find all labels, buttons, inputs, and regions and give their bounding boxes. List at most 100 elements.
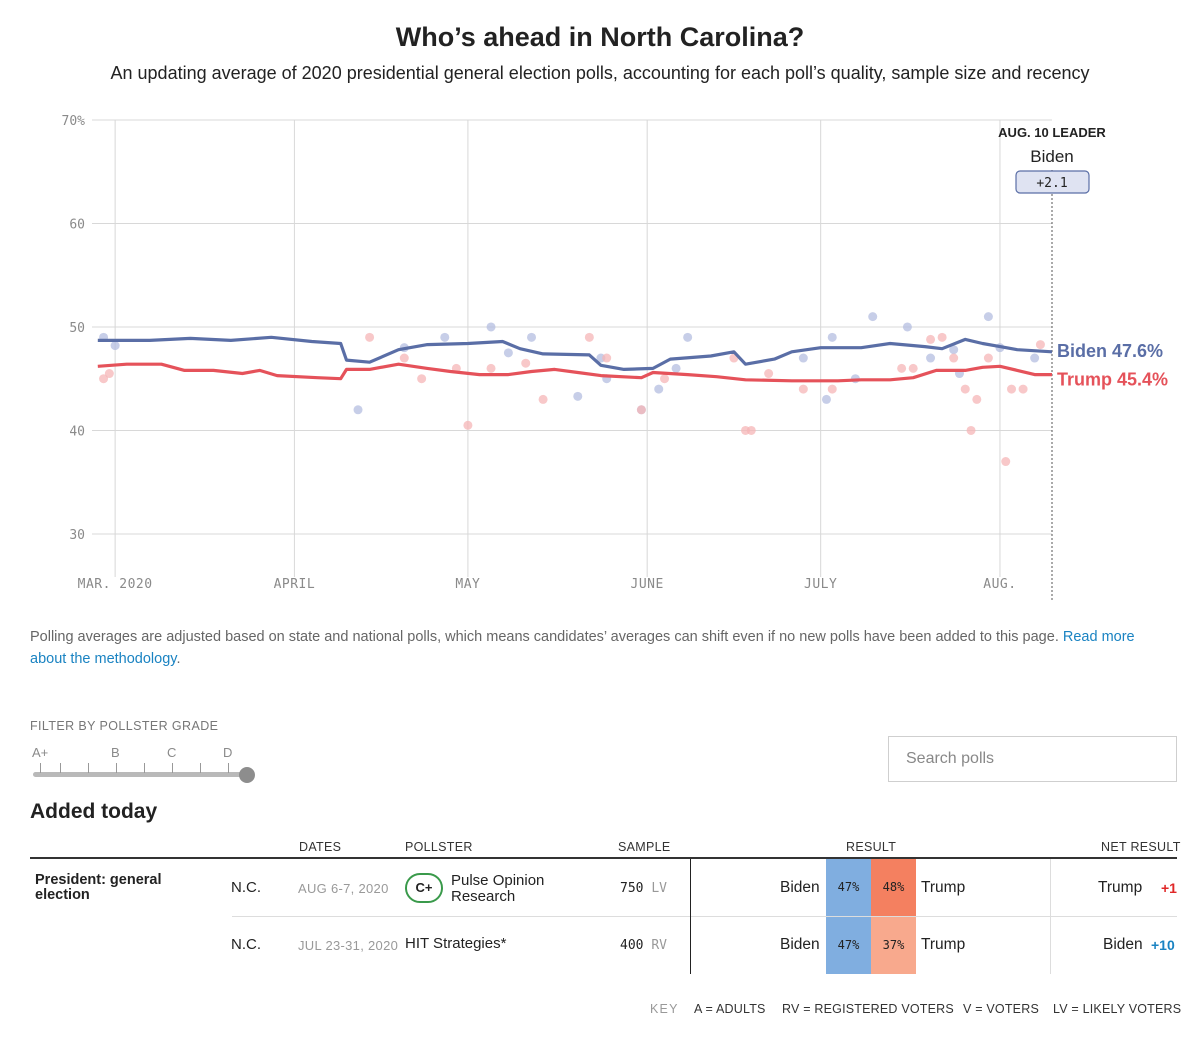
grade-label-a-plus: A+ [32,745,49,760]
biden-poll-dot [827,332,837,342]
search-polls-input[interactable] [888,736,1177,782]
x-tick-label: APRIL [274,577,316,592]
dates-column-header: DATES [299,840,342,854]
trump-poll-dot [972,394,982,404]
row1-trump-name: Trump [921,879,966,896]
row1-net-value: +1 [1161,880,1177,896]
row2-biden-name: Biden [780,936,820,953]
y-tick-label: 60 [69,217,85,232]
trump-poll-dot [1018,384,1028,394]
slider-tick [60,763,61,773]
table-header-rule [30,857,1177,859]
y-tick-label: 70% [62,114,86,129]
biden-poll-dot [926,353,936,363]
grade-label-d: D [223,745,233,760]
trump-poll-dot [764,369,774,379]
biden-average-line [97,335,1053,371]
trump-poll-dot [746,425,756,435]
slider-tick [144,763,145,773]
trump-poll-dot [798,384,808,394]
row2-pollster[interactable]: HIT Strategies* [405,935,507,952]
trump-poll-dot [908,363,918,373]
slider-tick [172,763,173,773]
methodology-link[interactable]: Read more about the methodology [30,629,1135,667]
biden-poll-dot [798,353,808,363]
result-column-divider [690,859,691,974]
net-result-column-header: NET RESULT [1101,840,1181,854]
x-tick-label: JUNE [631,577,664,592]
row1-biden-name: Biden [780,879,820,896]
slider-tick [116,763,117,773]
slider-tick [40,763,41,773]
trump-final-value-label: Trump 45.4% [1057,370,1168,390]
row1-biden-pct: 47% [826,859,871,916]
biden-poll-dot [821,394,831,404]
trump-poll-dot [104,369,114,379]
leader-margin: +2.1 [1036,176,1067,191]
x-tick-label: AUG. [983,577,1016,592]
trump-poll-dot [937,332,947,342]
biden-poll-dot [654,384,664,394]
trump-poll-dot [897,363,907,373]
trump-poll-dot [926,334,936,344]
grade-label-b: B [111,745,120,760]
grade-filter-label: FILTER BY POLLSTER GRADE [30,719,219,733]
trump-poll-dot [417,374,427,384]
y-tick-label: 30 [69,528,85,543]
key-item-likely-voters: LV = LIKELY VOTERS [1053,1002,1182,1016]
chart-grid [92,119,1053,600]
trump-poll-dot [602,353,612,363]
trump-poll-dot [1035,340,1045,350]
biden-poll-dot [110,341,120,351]
leader-name: Biden [1030,147,1073,166]
y-tick-label: 40 [69,424,85,439]
row1-trump-pct: 48% [871,859,916,916]
biden-poll-dot [353,405,363,415]
biden-poll-dot [868,312,878,322]
grade-label-c: C [167,745,177,760]
biden-poll-dot [1030,353,1040,363]
methodology-note-text: Polling averages are adjusted based on s… [30,629,1059,645]
row1-dates: AUG 6-7, 2020 [298,881,389,896]
page-subtitle: An updating average of 2020 presidential… [110,63,1090,83]
row2-trump-pct: 37% [871,917,916,974]
pollster-column-header: POLLSTER [405,840,473,854]
polling-average-chart: 30 40 50 60 70% MAR. 2020 APRIL MAY JUNE JULY AUG.… [62,114,1169,600]
row2-dates: JUL 23-31, 2020 [298,938,399,953]
biden-final-value-label: Biden 47.6% [1057,341,1163,361]
row2-net-value: +10 [1151,937,1175,953]
methodology-note-end: . [176,651,181,667]
chart-labels: 30 40 50 60 70% MAR. 2020 APRIL MAY JUNE JULY AUG.… [62,114,1169,592]
row2-net-name: Biden [1103,936,1143,953]
poll-dots [99,312,1045,467]
trump-poll-dot [949,353,959,363]
trump-poll-dot [960,384,970,394]
row2-biden-pct: 47% [826,917,871,974]
trump-average-line [97,362,1052,383]
row1-sample-size: 750 [620,881,644,896]
trump-poll-dot [660,374,670,384]
grade-slider-handle[interactable] [239,767,255,783]
row1-pollster-grade[interactable]: C+ [405,873,443,903]
biden-poll-dot [573,391,583,401]
row2-sample-size: 400 [620,938,644,953]
biden-poll-dot [983,312,993,322]
trump-poll-dot [827,384,837,394]
grade-slider-track[interactable] [33,772,246,777]
key-title: KEY [650,1002,679,1016]
row2-population: RV [651,938,667,953]
trump-poll-dot [1007,384,1017,394]
biden-poll-dot [949,345,959,355]
table-row-divider [232,916,1177,917]
trump-poll-dot [538,394,548,404]
biden-poll-dot [527,332,537,342]
grade-scale-labels: A+ B C D [30,745,260,761]
x-tick-label: JULY [804,577,837,592]
biden-poll-dot [683,332,693,342]
biden-poll-dot [486,322,496,332]
biden-poll-dot [671,363,681,373]
row1-pollster[interactable]: Pulse Opinion Research [451,872,545,905]
row1-population: LV [651,881,667,896]
trump-poll-dot [399,353,409,363]
methodology-note: Polling averages are adjusted based on s… [30,626,1170,670]
